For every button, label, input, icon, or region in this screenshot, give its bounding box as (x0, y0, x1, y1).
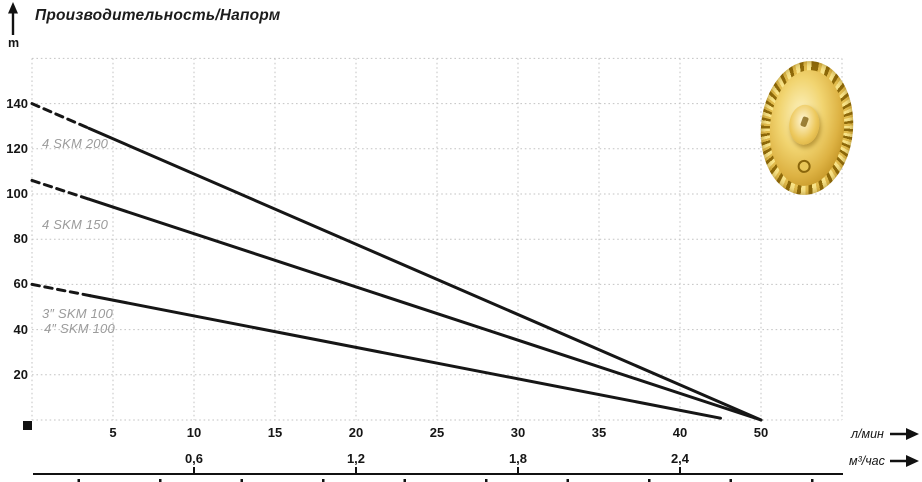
curve-label-4skm150: 4 SKM 150 (42, 217, 109, 232)
y-tick-label: 40 (13, 321, 28, 337)
x-tick-label: 5 (109, 425, 117, 440)
cropped-tick-mark (77, 479, 80, 482)
pump-curve (87, 126, 763, 422)
y-tick-label: 120 (6, 140, 28, 156)
cropped-tick-mark (159, 479, 162, 482)
cropped-tick-mark (240, 479, 243, 482)
curve-label-4skm200: 4 SKM 200 (42, 136, 109, 151)
curve-label-3skm100: 3″ SKM 100 (42, 306, 113, 321)
x-tick-label: 30 (510, 425, 526, 440)
origin-marker (23, 421, 32, 430)
x-tick-label: 50 (753, 425, 769, 440)
x-tick-label: 40 (672, 425, 688, 440)
y-tick-label: 100 (6, 186, 28, 201)
y-tick-label: 60 (13, 276, 28, 292)
x-axis-lmin-arrow-icon (890, 428, 919, 440)
y-axis-arrow-icon (8, 2, 18, 35)
pump-curve (87, 197, 763, 422)
m3h-tick-label: 0,6 (184, 451, 204, 466)
m3h-tick-label: 1,8 (508, 451, 528, 466)
pump-curve-dashed (30, 282, 92, 298)
y-axis-unit-label: m (8, 36, 20, 50)
m3h-tick-label: 1,2 (346, 451, 366, 466)
y-tick-label: 80 (13, 231, 28, 247)
curve-label-4skm100: 4″ SKM 100 (44, 321, 115, 336)
cropped-tick-mark (566, 479, 569, 482)
x-axis-m3h-unit-label: м³/час (849, 454, 885, 468)
cropped-tick-mark (485, 479, 488, 482)
cropped-tick-mark (322, 479, 325, 482)
x-tick-label: 20 (348, 425, 364, 440)
x-axis-m3h-arrow-icon (890, 455, 919, 467)
x-tick-label: 10 (186, 425, 202, 440)
m3h-tick-label: 2,4 (670, 451, 690, 466)
cropped-tick-mark (729, 479, 732, 482)
x-axis-lmin-unit-label: л/мин (851, 427, 884, 441)
pump-curve-dashed (30, 102, 91, 130)
impeller-image (755, 57, 859, 199)
cropped-tick-mark (648, 479, 651, 482)
y-tick-label: 140 (6, 95, 28, 111)
x-tick-label: 15 (267, 425, 283, 440)
x-tick-label: 35 (591, 425, 607, 440)
cropped-tick-mark (811, 479, 814, 482)
x-tick-label: 25 (429, 425, 445, 440)
y-tick-label: 20 (13, 366, 28, 382)
pump-curve-dashed (30, 178, 91, 201)
pump-curve (88, 294, 722, 420)
chart-title: Производительность/Напорм (35, 7, 281, 24)
cropped-tick-mark (403, 479, 406, 482)
